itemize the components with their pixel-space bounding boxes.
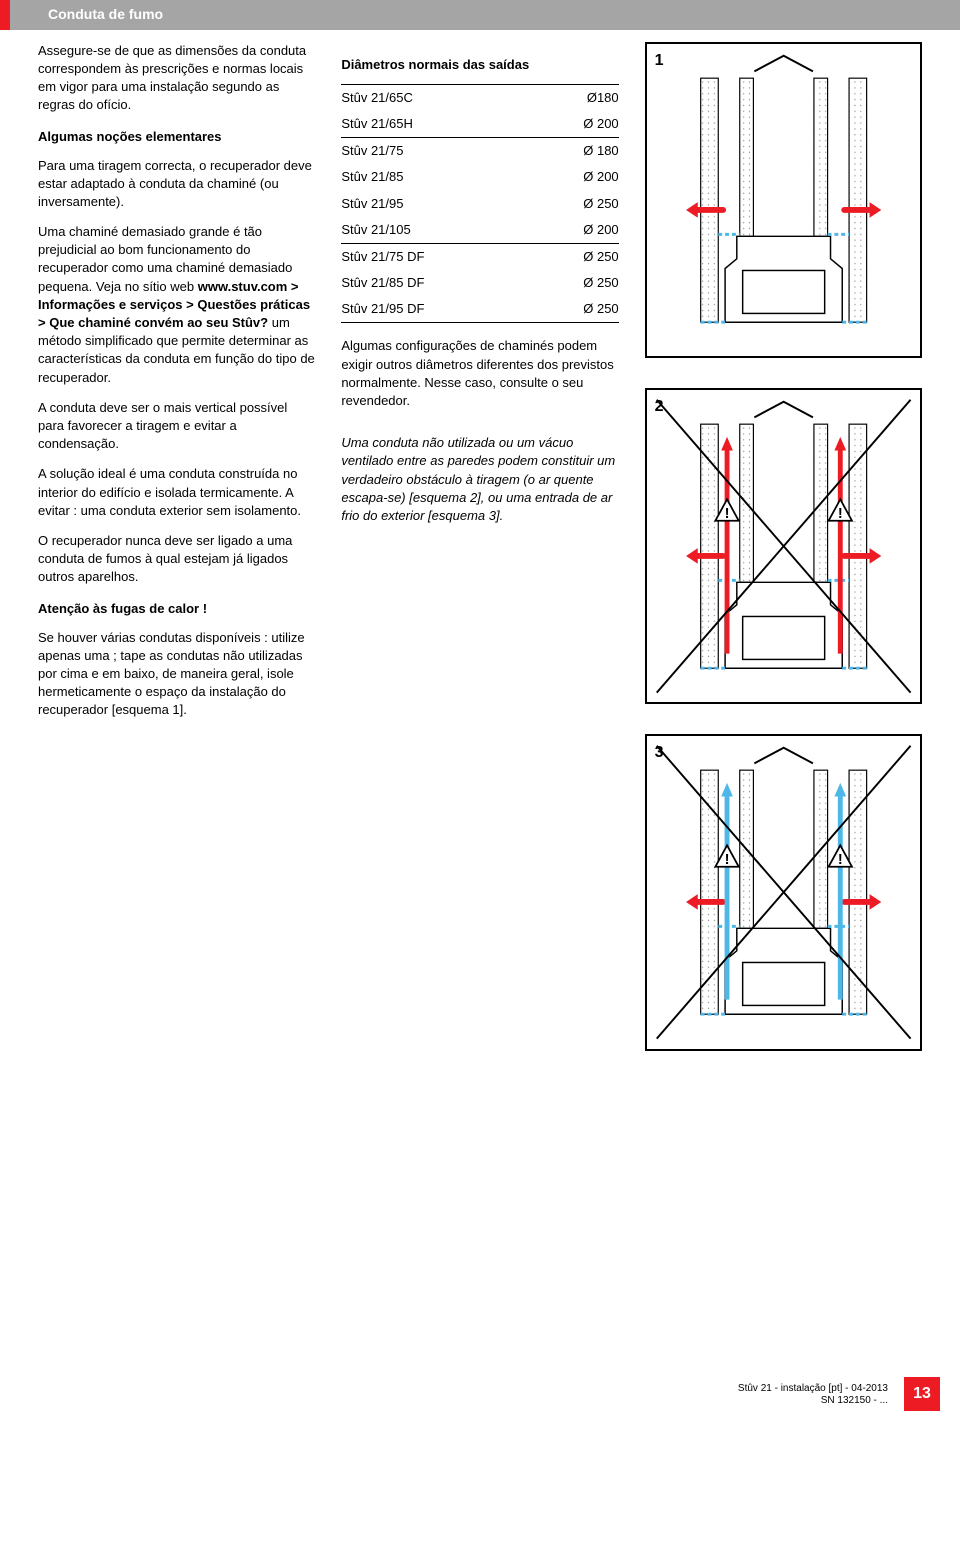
paragraph: Se houver várias condutas disponíveis : …	[38, 629, 315, 720]
diagram-svg	[647, 44, 920, 356]
paragraph: A solução ideal é uma conduta construída…	[38, 465, 315, 520]
paragraph: A conduta deve ser o mais vertical possí…	[38, 399, 315, 454]
diameter-cell: Ø 250	[536, 270, 619, 296]
svg-text:!: !	[838, 506, 843, 522]
diameter-cell: Ø 180	[536, 138, 619, 165]
diagram-number: 1	[655, 50, 664, 72]
model-cell: Stûv 21/65C	[341, 84, 535, 111]
section-title: Conduta de fumo	[48, 6, 163, 22]
paragraph: Para uma tiragem correcta, o recuperador…	[38, 157, 315, 212]
model-cell: Stûv 21/75	[341, 138, 535, 165]
diameter-cell: Ø 200	[536, 217, 619, 244]
diagram-1: 1	[645, 42, 922, 358]
paragraph: Algumas configurações de chaminés podem …	[341, 337, 618, 410]
diameter-cell: Ø 250	[536, 296, 619, 323]
svg-text:!: !	[724, 506, 729, 522]
model-cell: Stûv 21/95 DF	[341, 296, 535, 323]
table-heading: Diâmetros normais das saídas	[341, 56, 618, 74]
model-cell: Stûv 21/65H	[341, 111, 535, 138]
paragraph-italic: Uma conduta não utilizada ou um vácuo ve…	[341, 434, 618, 525]
footer-line: Stûv 21 - instalação [pt] - 04-2013	[738, 1383, 888, 1394]
footer-line: SN 132150 - ...	[821, 1395, 888, 1406]
left-column: Assegure-se de que as dimensões da condu…	[38, 42, 315, 1081]
model-cell: Stûv 21/105	[341, 217, 535, 244]
diagram-2: 2 ! !	[645, 388, 922, 704]
svg-text:!: !	[724, 852, 729, 868]
paragraph: Uma chaminé demasiado grande é tão preju…	[38, 223, 315, 387]
diameter-cell: Ø 250	[536, 191, 619, 217]
diagram-number: 3	[655, 742, 664, 764]
model-cell: Stûv 21/95	[341, 191, 535, 217]
diagram-3: 3 ! !	[645, 734, 922, 1050]
footer-meta: Stûv 21 - instalação [pt] - 04-2013 SN 1…	[738, 1383, 888, 1407]
paragraph: Assegure-se de que as dimensões da condu…	[38, 42, 315, 115]
section-header: Conduta de fumo	[0, 0, 960, 30]
diameter-cell: Ø 250	[536, 243, 619, 270]
diameter-cell: Ø 200	[536, 111, 619, 138]
middle-column: Diâmetros normais das saídas Stûv 21/65C…	[341, 42, 618, 1081]
diagram-svg: ! !	[647, 390, 920, 702]
subheading: Algumas noções elementares	[38, 128, 315, 146]
model-cell: Stûv 21/85 DF	[341, 270, 535, 296]
diameter-cell: Ø180	[536, 84, 619, 111]
model-cell: Stûv 21/85	[341, 164, 535, 190]
model-cell: Stûv 21/75 DF	[341, 243, 535, 270]
right-column: 1 2	[645, 42, 922, 1081]
paragraph: O recuperador nunca deve ser ligado a um…	[38, 532, 315, 587]
page-footer: Stûv 21 - instalação [pt] - 04-2013 SN 1…	[0, 1371, 960, 1421]
diameter-cell: Ø 200	[536, 164, 619, 190]
page-body: Assegure-se de que as dimensões da condu…	[0, 30, 960, 1121]
subheading: Atenção às fugas de calor !	[38, 600, 315, 618]
diagram-svg: ! !	[647, 736, 920, 1048]
svg-text:!: !	[838, 852, 843, 868]
page-number: 13	[904, 1377, 940, 1411]
diagram-number: 2	[655, 396, 664, 418]
diameter-table: Stûv 21/65CØ180Stûv 21/65HØ 200Stûv 21/7…	[341, 84, 618, 324]
